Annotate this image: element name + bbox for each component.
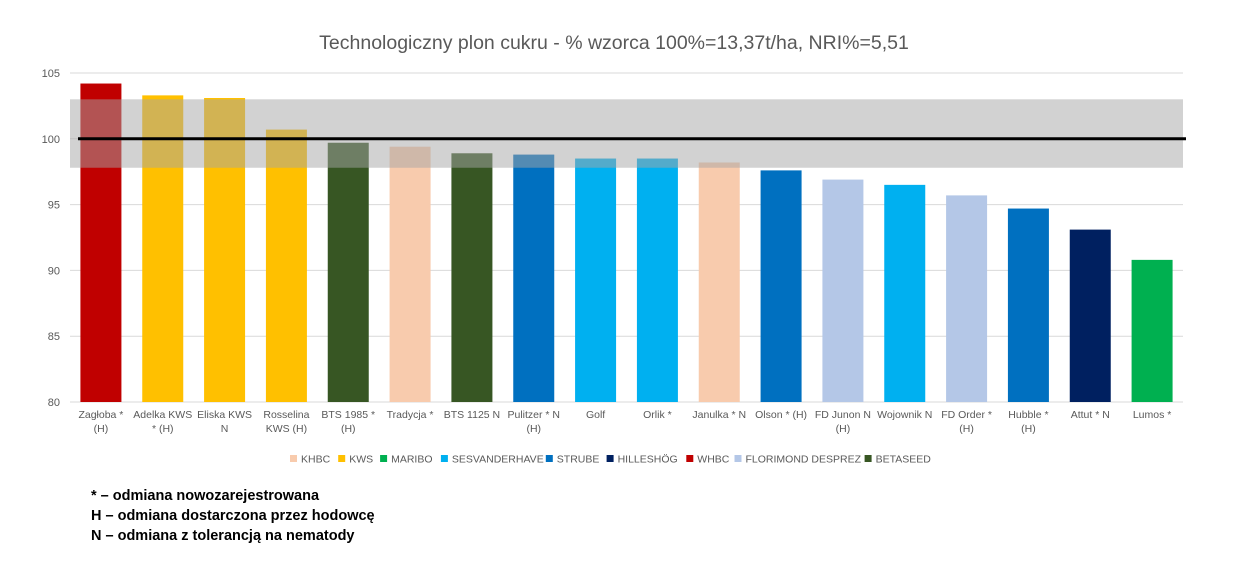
x-tick-label: Hubble * xyxy=(1008,409,1048,421)
x-tick-label: BTS 1125 N xyxy=(444,409,500,421)
y-tick-label: 100 xyxy=(42,134,60,146)
x-tick-label: (H) xyxy=(526,423,541,435)
x-tick-label: Adelka KWS xyxy=(133,409,192,421)
x-tick-label: Wojownik N xyxy=(877,409,932,421)
x-axis-labels: Zagłoba * (H) Adelka KWS * (H) Eliska KWS N Ro… xyxy=(78,409,1171,435)
nri-band-rect xyxy=(70,99,1183,168)
bar-11 xyxy=(760,170,802,402)
bar-15 xyxy=(1007,208,1049,402)
footnote-breeder: H – odmiana dostarczona przez hodowcę xyxy=(91,508,375,524)
legend-label: HILLESHÖG xyxy=(618,454,678,466)
bar-14 xyxy=(946,195,988,402)
x-tick-label: KWS (H) xyxy=(266,423,307,435)
x-tick-label: Eliska KWS xyxy=(197,409,252,421)
x-tick-label: BTS 1985 * xyxy=(321,409,375,421)
x-tick-label: (H) xyxy=(959,423,974,435)
x-tick-label: Orlik * xyxy=(643,409,672,421)
legend-swatch-8 xyxy=(864,455,872,462)
x-tick-label: FD Junon N xyxy=(815,409,871,421)
x-tick-label: * (H) xyxy=(152,423,174,435)
y-tick-label: 80 xyxy=(48,397,60,409)
legend-label: STRUBE xyxy=(557,454,600,466)
bar-4 xyxy=(327,142,369,403)
nri-band xyxy=(70,99,1183,168)
legend-swatch-2 xyxy=(380,455,388,462)
x-tick-label: (H) xyxy=(836,423,851,435)
legend-label: MARIBO xyxy=(391,454,432,466)
bar-6 xyxy=(451,153,493,402)
legend-label: KWS xyxy=(349,454,373,466)
x-tick-label: FD Order * xyxy=(941,409,992,421)
legend-label: KHBC xyxy=(301,454,331,466)
y-axis-ticks: 80 85 90 95 100 105 xyxy=(42,68,60,409)
x-tick-label: (H) xyxy=(1021,423,1036,435)
y-tick-label: 95 xyxy=(48,200,60,212)
legend-swatch-4 xyxy=(545,455,553,462)
legend-label: WHBC xyxy=(697,454,729,466)
legend-swatch-3 xyxy=(440,455,448,462)
x-tick-label: Attut * N xyxy=(1071,409,1110,421)
legend-swatch-0 xyxy=(290,455,297,462)
bar-17 xyxy=(1131,259,1173,402)
legend-label: SESVANDERHAVE xyxy=(452,454,544,466)
x-tick-label: Zagłoba * xyxy=(78,409,123,421)
x-tick-label: (H) xyxy=(94,423,109,435)
x-tick-label: Rosselina xyxy=(263,409,309,421)
x-tick-label: Pulitzer * N xyxy=(507,409,560,421)
x-tick-label: Golf xyxy=(586,409,605,421)
bar-3 xyxy=(265,129,307,402)
legend: KHBC KWS MARIBO SESVANDERHAVE STRUBE HILLESHÖ… xyxy=(290,454,931,466)
bar-16 xyxy=(1069,229,1111,402)
bar-10 xyxy=(698,162,740,402)
bar-7 xyxy=(513,154,555,402)
footnote-new-variety: * – odmiana nowozarejestrowana xyxy=(91,488,320,504)
legend-label: BETASEED xyxy=(876,454,932,466)
legend-swatch-7 xyxy=(734,455,742,462)
legend-swatch-1 xyxy=(338,455,346,462)
x-tick-label: N xyxy=(221,423,229,435)
y-tick-label: 85 xyxy=(48,331,60,343)
chart-title: Technologiczny plon cukru - % wzorca 100… xyxy=(319,32,909,54)
x-tick-label: (H) xyxy=(341,423,356,435)
x-tick-label: Lumos * xyxy=(1133,409,1172,421)
x-tick-label: Tradycja * xyxy=(387,409,434,421)
bar-12 xyxy=(822,179,864,402)
legend-swatch-6 xyxy=(686,455,694,462)
bar-5 xyxy=(389,146,431,402)
bar-13 xyxy=(884,184,926,402)
bar-9 xyxy=(636,158,678,402)
bar-8 xyxy=(575,158,617,402)
y-tick-label: 105 xyxy=(42,68,60,80)
y-tick-label: 90 xyxy=(48,265,60,277)
legend-label: FLORIMOND DESPREZ xyxy=(746,454,862,466)
footnotes: * – odmiana nowozarejestrowana H – odmia… xyxy=(91,486,375,546)
legend-swatch-5 xyxy=(606,455,614,462)
x-tick-label: Olson * (H) xyxy=(755,409,807,421)
footnote-nematode: N – odmiana z tolerancją na nematody xyxy=(91,528,355,544)
x-tick-label: Janulka * N xyxy=(692,409,746,421)
